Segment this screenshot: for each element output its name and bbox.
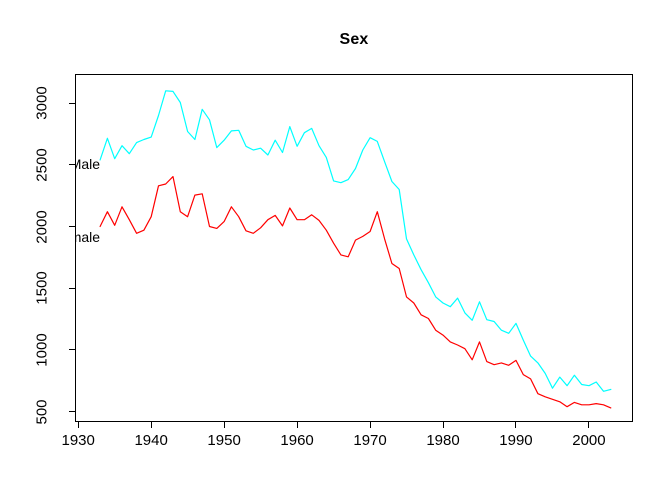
y-axis-tick-label: 2000	[33, 209, 51, 244]
x-axis-tick-mark	[442, 421, 444, 428]
x-axis-tick-label: 1980	[426, 432, 460, 449]
x-axis-tick-mark	[515, 421, 517, 428]
series-line-female	[99, 175, 612, 409]
x-axis-tick-label: 1930	[61, 432, 95, 449]
x-axis-tick-label: 1950	[207, 432, 241, 449]
x-axis-tick-mark	[77, 421, 79, 428]
x-axis-tick-mark	[588, 421, 590, 428]
chart-title: Sex	[339, 31, 369, 48]
x-axis-tick-mark	[296, 421, 298, 428]
x-axis-tick-mark	[369, 421, 371, 428]
y-axis-tick-mark	[69, 287, 76, 289]
y-axis-tick-label: 2500	[33, 148, 51, 182]
y-axis-tick-mark	[69, 102, 76, 104]
y-axis-tick-mark	[69, 226, 76, 228]
series-label-female: Female	[76, 229, 101, 246]
y-axis-tick-label: 1500	[33, 271, 51, 305]
x-axis-tick-label: 1970	[353, 432, 387, 449]
y-axis-tick-mark	[69, 349, 76, 351]
x-axis-tick-label: 1940	[134, 432, 168, 449]
y-axis-tick-label: 500	[33, 399, 51, 425]
series-lines-canvas	[99, 90, 612, 409]
y-axis-tick-mark	[69, 411, 76, 413]
x-axis-tick-mark	[223, 421, 225, 428]
x-axis-tick-mark	[150, 421, 152, 428]
series-line-male	[99, 90, 612, 392]
plot-area: Male Female	[76, 75, 632, 421]
x-axis-tick-label: 2000	[572, 432, 606, 449]
x-axis-tick-label: 1990	[499, 432, 533, 449]
x-axis-tick-label: 1960	[280, 432, 314, 449]
y-axis-tick-label: 1000	[33, 333, 51, 367]
y-axis-tick-label: 3000	[33, 86, 51, 120]
y-axis-tick-mark	[69, 164, 76, 166]
series-label-male: Male	[76, 155, 101, 172]
